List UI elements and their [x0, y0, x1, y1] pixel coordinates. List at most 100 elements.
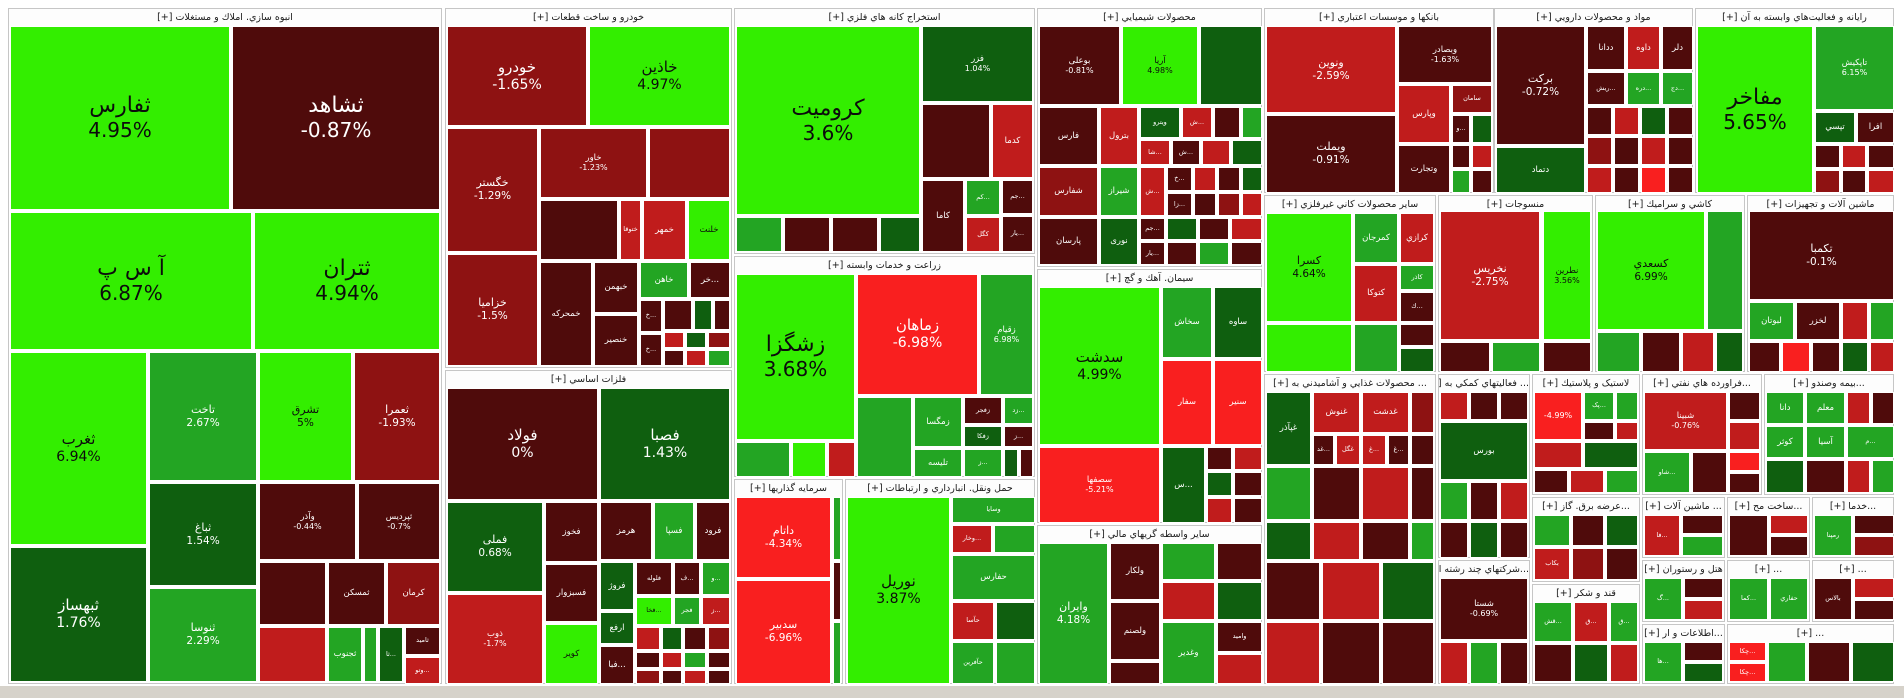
treemap-tile[interactable]: بترول [1100, 107, 1138, 165]
treemap-tile[interactable] [1684, 578, 1723, 598]
treemap-tile[interactable]: ختوقا [620, 200, 641, 260]
treemap-tile[interactable]: ...فبا [600, 646, 634, 684]
treemap-tile[interactable] [1202, 140, 1230, 165]
treemap-tile[interactable] [1266, 522, 1311, 560]
sector-header[interactable]: بانکها و موسسات اعتباري [+] [1265, 9, 1493, 26]
treemap-tile[interactable]: نطرین 3.56% [1543, 211, 1591, 340]
treemap-tile[interactable] [1362, 467, 1409, 520]
sector-header[interactable]: استخراج کانه هاي فلزي [+] [735, 9, 1034, 26]
treemap-tile[interactable]: وسایا [952, 497, 1035, 523]
treemap-tile[interactable] [1500, 392, 1528, 420]
treemap-tile[interactable] [996, 642, 1035, 684]
treemap-tile[interactable]: خودرو -1.65% [447, 26, 587, 126]
treemap-tile[interactable]: خنصیر [594, 315, 638, 366]
treemap-tile[interactable] [1472, 145, 1492, 168]
treemap-tile[interactable] [708, 670, 730, 684]
sector-header[interactable]: ...عرضه برق. گاز [+] [1533, 498, 1639, 515]
treemap-tile[interactable] [664, 350, 684, 366]
treemap-tile[interactable] [1870, 302, 1894, 340]
treemap-tile[interactable] [684, 627, 706, 650]
treemap-tile[interactable]: ...شاو [1644, 452, 1690, 493]
treemap-tile[interactable]: ...ق [1574, 602, 1608, 642]
treemap-tile[interactable] [1572, 548, 1604, 580]
treemap-tile[interactable]: وآذر -0.44% [259, 483, 356, 560]
treemap-tile[interactable] [1668, 137, 1693, 165]
treemap-tile[interactable]: کمرجان [1354, 213, 1398, 263]
treemap-tile[interactable] [1534, 644, 1572, 682]
treemap-tile[interactable] [1806, 460, 1845, 493]
treemap-tile[interactable]: ثشاهد -0.87% [232, 26, 440, 210]
treemap-tile[interactable]: فلوله [636, 562, 672, 595]
treemap-tile[interactable]: حآفرین [952, 642, 994, 684]
treemap-tile[interactable]: ثجنوب [328, 627, 362, 682]
treemap-tile[interactable]: -4.99% [1534, 392, 1582, 440]
treemap-tile[interactable]: سدبیر -6.96% [736, 580, 831, 684]
treemap-tile[interactable] [636, 627, 660, 650]
treemap-tile[interactable] [784, 217, 830, 252]
treemap-tile[interactable] [1266, 324, 1352, 372]
sector-header[interactable]: منسوجات [+] [1439, 196, 1592, 213]
treemap-tile[interactable]: ...ك [1400, 292, 1434, 322]
sector-header[interactable]: ... فعاليتهاي کمکي به [+] [1439, 375, 1529, 392]
treemap-tile[interactable] [1854, 600, 1894, 620]
treemap-tile[interactable]: شیراز [1100, 167, 1138, 216]
treemap-tile[interactable]: کرمان [387, 562, 440, 625]
treemap-tile[interactable]: سفار [1162, 360, 1212, 445]
treemap-tile[interactable]: فملی 0.68% [447, 502, 543, 592]
treemap-tile[interactable]: حآسا [952, 602, 994, 640]
treemap-tile[interactable] [1110, 662, 1160, 684]
sector-header[interactable]: خودرو و ساخت قطعات [+] [446, 9, 731, 26]
treemap-tile[interactable] [736, 217, 782, 252]
treemap-tile[interactable]: ...گ [1644, 578, 1682, 620]
sector-header[interactable]: ... [+] [1728, 561, 1809, 578]
treemap-tile[interactable]: ثغرب 6.94% [10, 352, 147, 545]
treemap-tile[interactable] [1815, 170, 1840, 193]
treemap-tile[interactable] [1199, 242, 1229, 265]
treemap-tile[interactable]: ارفع [600, 612, 634, 644]
treemap-tile[interactable] [1322, 622, 1380, 684]
treemap-tile[interactable] [1354, 324, 1398, 372]
treemap-tile[interactable] [1411, 522, 1434, 560]
treemap-tile[interactable] [686, 350, 706, 366]
treemap-tile[interactable] [1616, 422, 1638, 440]
treemap-tile[interactable] [662, 652, 682, 668]
treemap-tile[interactable]: کاما [922, 180, 964, 252]
treemap-tile[interactable] [684, 652, 706, 668]
treemap-tile[interactable] [1682, 332, 1714, 372]
treemap-tile[interactable] [1440, 342, 1490, 372]
treemap-tile[interactable]: زقیام 6.98% [980, 274, 1033, 395]
treemap-tile[interactable]: غدشت [1362, 392, 1409, 433]
treemap-tile[interactable] [1266, 622, 1320, 684]
treemap-tile[interactable]: ...ها [1644, 642, 1682, 682]
treemap-tile[interactable]: فسبزوار [545, 564, 598, 622]
treemap-tile[interactable] [1440, 392, 1468, 420]
treemap-tile[interactable]: شبینا -0.76% [1644, 392, 1727, 450]
treemap-tile[interactable] [833, 622, 841, 684]
treemap-tile[interactable]: آ س پ 6.87% [10, 212, 252, 350]
treemap-tile[interactable] [1842, 145, 1866, 168]
treemap-tile[interactable]: کتوکا [1354, 265, 1398, 322]
sector-header[interactable]: محصولات شيميايي [+] [1038, 9, 1261, 26]
treemap-tile[interactable]: حفارس [952, 555, 1035, 600]
treemap-tile[interactable] [1574, 644, 1608, 682]
treemap-tile[interactable]: خبهمن [594, 262, 638, 313]
treemap-tile[interactable] [994, 525, 1035, 553]
treemap-tile[interactable]: ...شا [1140, 140, 1170, 165]
sector-header[interactable]: ... محصولات غذايي و آشاميدني به [+] [1265, 375, 1435, 392]
treemap-tile[interactable]: سنیر [1214, 360, 1262, 445]
treemap-tile[interactable] [1872, 392, 1894, 424]
treemap-tile[interactable]: تپسي [1815, 112, 1855, 143]
treemap-tile[interactable] [1234, 472, 1262, 496]
treemap-tile[interactable] [1729, 422, 1760, 450]
treemap-tile[interactable] [1766, 460, 1804, 493]
treemap-tile[interactable]: وبصادر -1.63% [1398, 26, 1492, 83]
treemap-tile[interactable] [1770, 536, 1808, 556]
treemap-tile[interactable] [708, 332, 730, 348]
treemap-tile[interactable]: لبوتان [1749, 302, 1794, 340]
treemap-tile[interactable] [1815, 145, 1840, 168]
treemap-tile[interactable]: ...یار [1140, 242, 1165, 265]
treemap-tile[interactable] [1472, 170, 1492, 193]
treemap-tile[interactable] [833, 562, 841, 620]
treemap-tile[interactable] [1641, 137, 1666, 165]
treemap-tile[interactable] [662, 627, 682, 650]
